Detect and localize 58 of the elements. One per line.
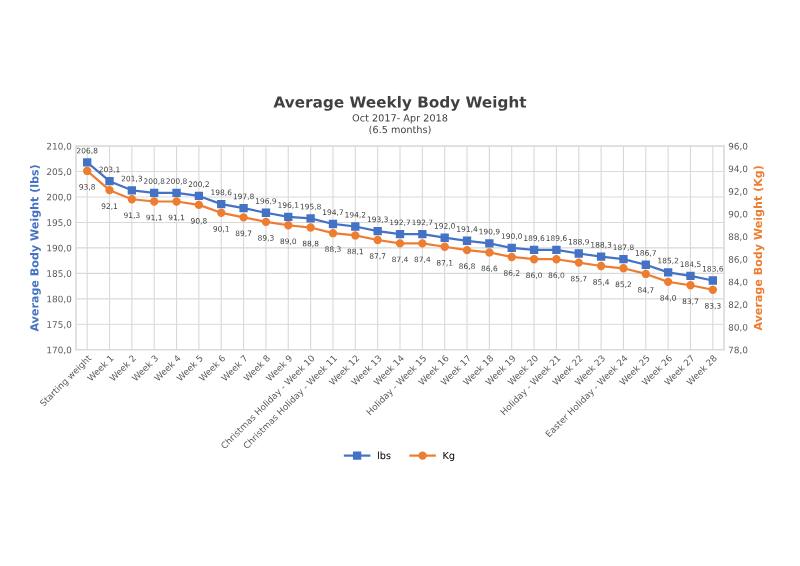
- point: [261, 208, 271, 217]
- point: [485, 248, 494, 257]
- point: [194, 191, 204, 201]
- point: [217, 208, 226, 217]
- point: [485, 239, 494, 248]
- point: [507, 252, 516, 262]
- point: [105, 186, 114, 195]
- point: [641, 260, 650, 269]
- point: [708, 276, 717, 285]
- point: [574, 258, 583, 267]
- point: [83, 166, 92, 176]
- point: [574, 249, 583, 258]
- point: [440, 242, 449, 251]
- point: [529, 245, 539, 255]
- point: [351, 222, 360, 231]
- point: [708, 285, 717, 294]
- point: [686, 281, 695, 290]
- point: [306, 214, 315, 223]
- point: [641, 269, 650, 279]
- point: [552, 245, 561, 255]
- point: [351, 231, 360, 240]
- point: [373, 235, 382, 245]
- point: [418, 239, 427, 248]
- point: [127, 186, 137, 195]
- point: [172, 188, 181, 198]
- point: [217, 199, 226, 209]
- point: [686, 271, 695, 281]
- point: [395, 229, 405, 239]
- point: [440, 233, 449, 242]
- point: [284, 212, 293, 221]
- point: [261, 217, 271, 227]
- point: [619, 264, 628, 273]
- point: [596, 261, 606, 271]
- point: [328, 229, 338, 238]
- point: [529, 255, 539, 264]
- point: [239, 213, 248, 222]
- point: [462, 236, 472, 245]
- point: [462, 246, 472, 255]
- point: [596, 252, 606, 261]
- point: [127, 195, 137, 204]
- point: [172, 197, 181, 206]
- point: [552, 255, 561, 264]
- point: [373, 226, 382, 236]
- point: [619, 254, 628, 264]
- point: [239, 204, 248, 213]
- point: [150, 197, 159, 206]
- point: [328, 219, 338, 229]
- point: [83, 158, 92, 167]
- point: [663, 277, 673, 287]
- point: [663, 268, 673, 277]
- point: [284, 221, 293, 230]
- point: [395, 239, 405, 248]
- point: [194, 200, 204, 210]
- point: [150, 188, 159, 198]
- point: [105, 177, 114, 186]
- point: [418, 229, 427, 239]
- point: [306, 223, 315, 232]
- point: [507, 243, 516, 253]
